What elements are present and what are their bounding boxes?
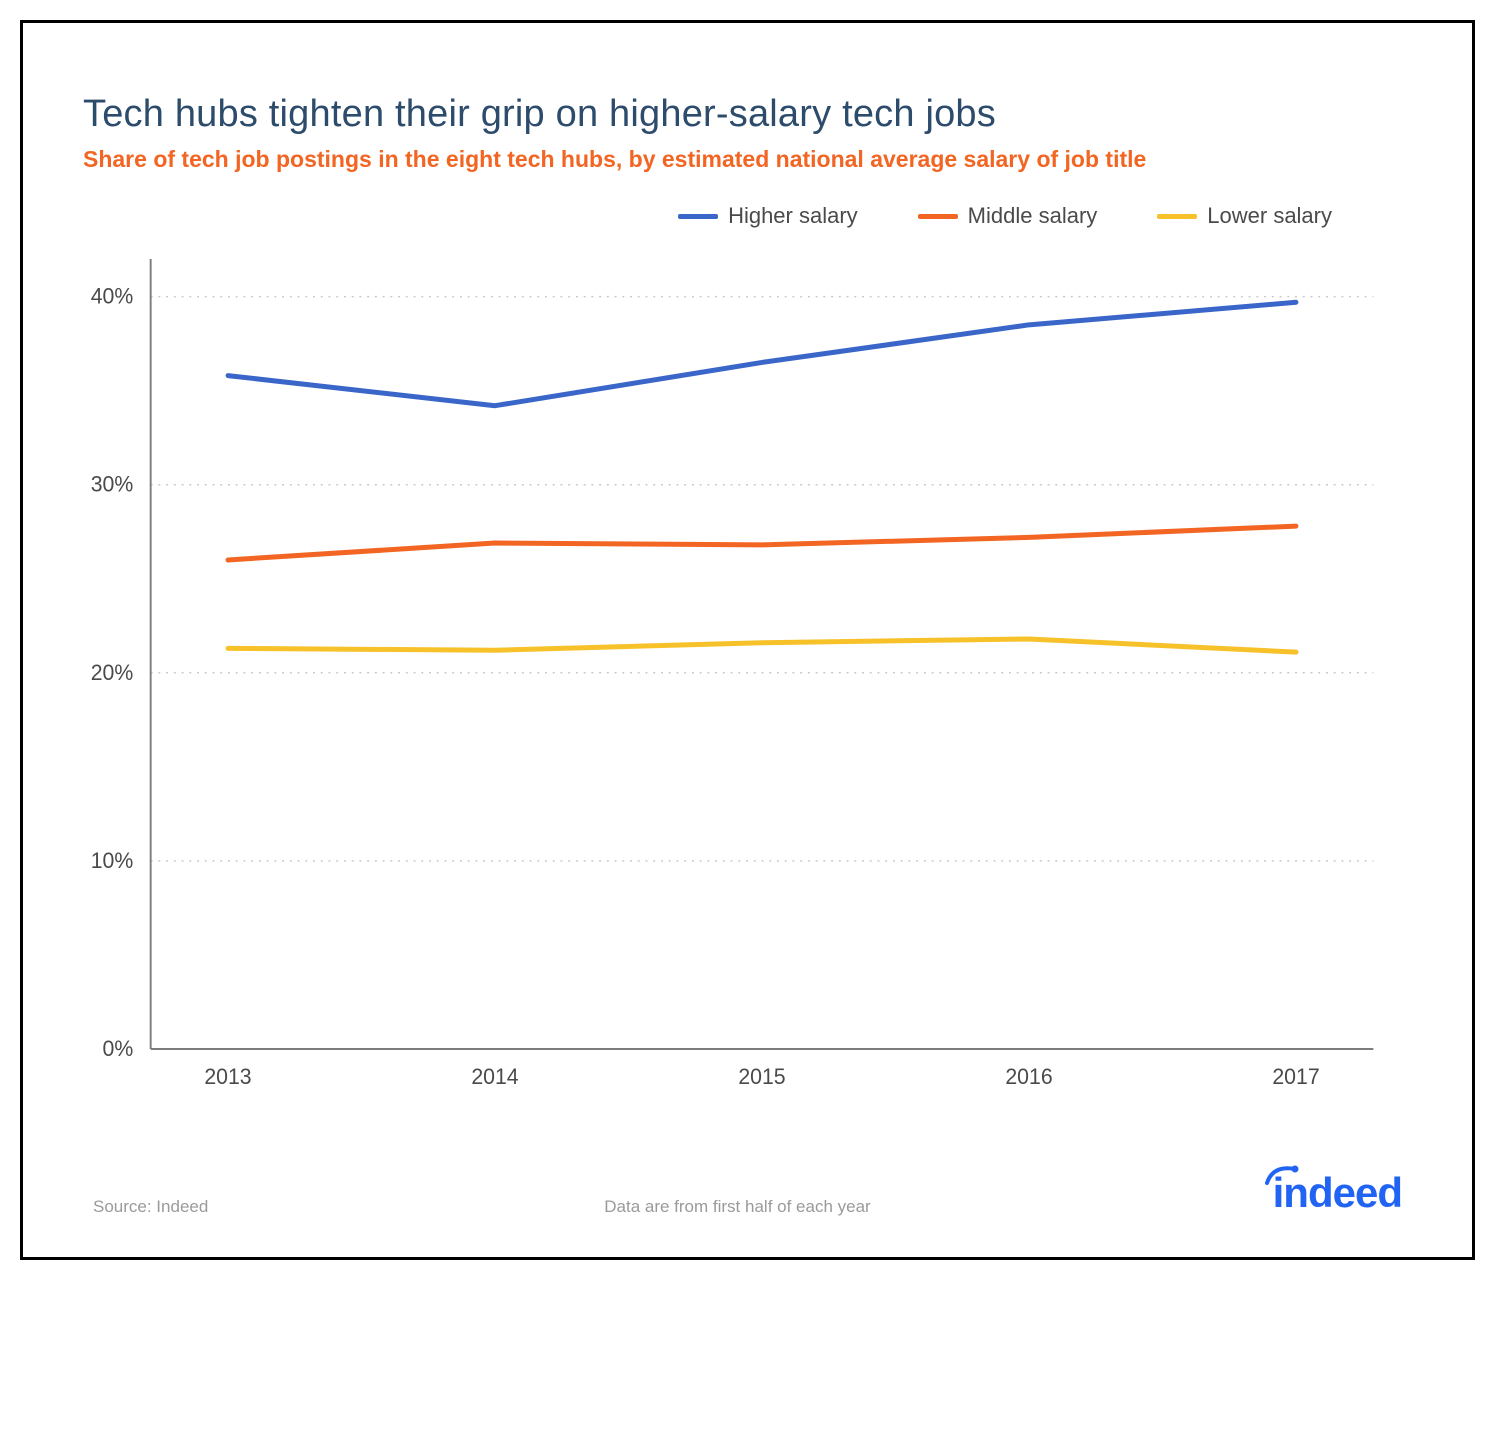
line-chart-svg: 0% 10% 20% 30% 40% 2013 2014 2015 2016 2017 (83, 249, 1412, 1109)
chart-frame: Tech hubs tighten their grip on higher-s… (20, 20, 1475, 1260)
indeed-logo-arc-icon (1265, 1163, 1299, 1185)
chart-subtitle: Share of tech job postings in the eight … (83, 146, 1412, 173)
legend-swatch (1157, 214, 1197, 219)
legend-label: Higher salary (728, 203, 858, 229)
svg-text:20%: 20% (91, 659, 134, 684)
svg-text:0%: 0% (103, 1036, 134, 1061)
svg-text:30%: 30% (91, 471, 134, 496)
legend-swatch (678, 214, 718, 219)
legend-label: Lower salary (1207, 203, 1332, 229)
footnote-text: Data are from first half of each year (604, 1197, 870, 1217)
source-text: Source: Indeed (93, 1197, 208, 1217)
svg-text:40%: 40% (91, 283, 134, 308)
indeed-logo: indeed (1267, 1169, 1402, 1217)
svg-text:2013: 2013 (204, 1064, 251, 1089)
legend-swatch (918, 214, 958, 219)
legend-item-lower: Lower salary (1157, 203, 1332, 229)
svg-text:2014: 2014 (471, 1064, 518, 1089)
svg-text:2015: 2015 (738, 1064, 785, 1089)
chart-area: 0% 10% 20% 30% 40% 2013 2014 2015 2016 2017 (83, 249, 1412, 1109)
legend: Higher salary Middle salary Lower salary (83, 203, 1412, 229)
chart-footer: Source: Indeed Data are from first half … (83, 1169, 1412, 1217)
svg-text:2016: 2016 (1005, 1064, 1052, 1089)
chart-title: Tech hubs tighten their grip on higher-s… (83, 93, 1412, 136)
svg-text:10%: 10% (91, 848, 134, 873)
legend-label: Middle salary (968, 203, 1098, 229)
svg-text:2017: 2017 (1272, 1064, 1319, 1089)
legend-item-middle: Middle salary (918, 203, 1098, 229)
legend-item-higher: Higher salary (678, 203, 858, 229)
